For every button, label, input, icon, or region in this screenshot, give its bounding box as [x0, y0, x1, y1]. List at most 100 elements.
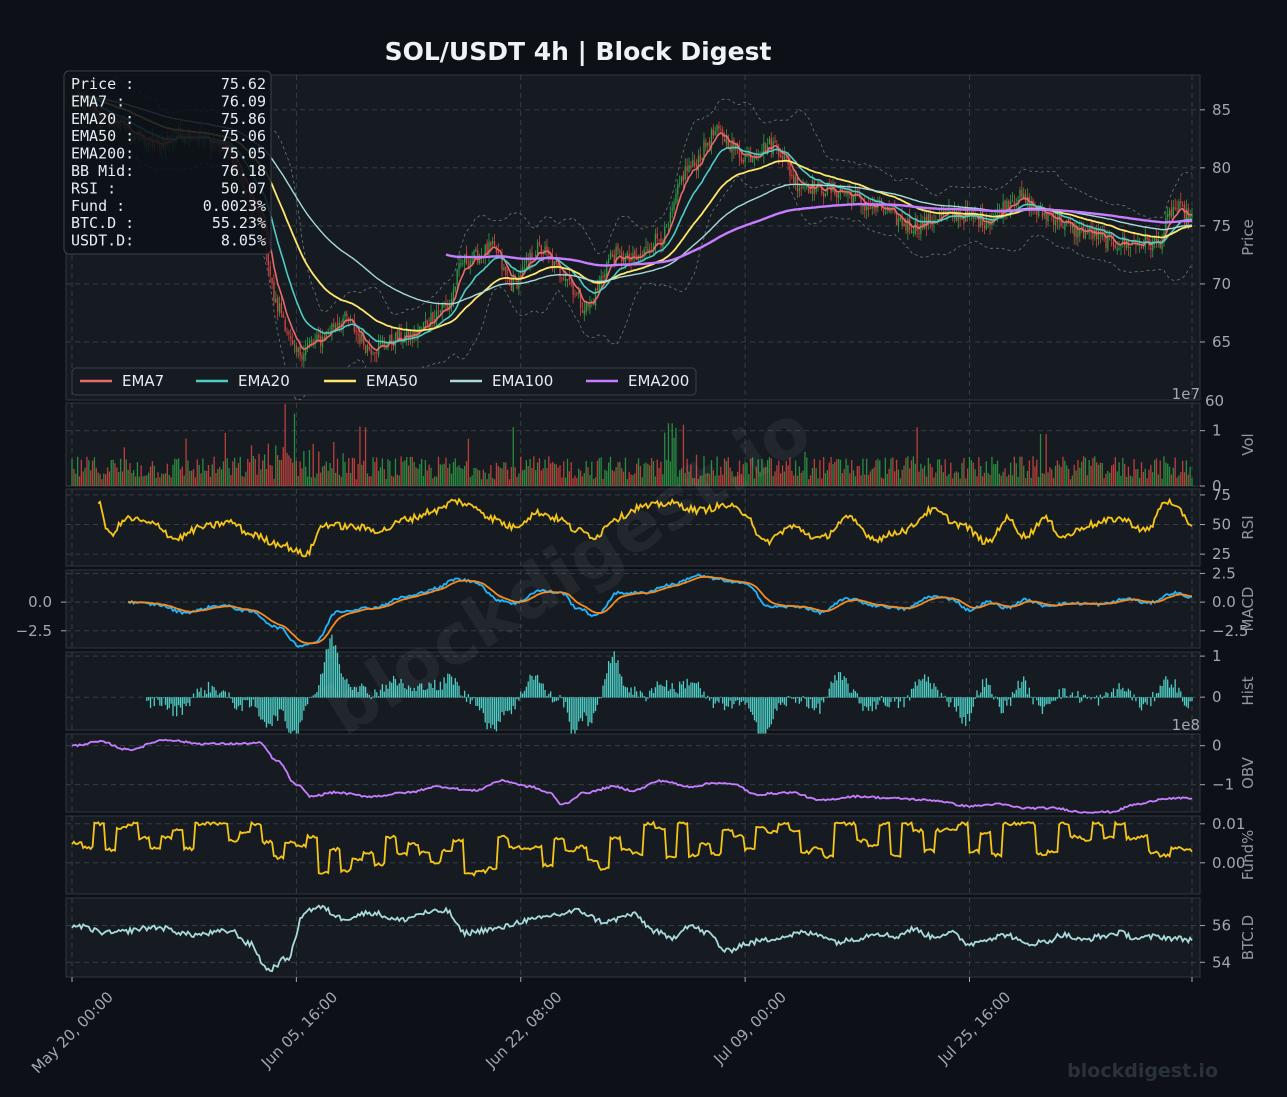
candle-body: [458, 263, 460, 270]
candle-body: [931, 223, 933, 225]
candle-body: [697, 156, 700, 172]
hist-bar: [273, 697, 275, 716]
hist-bar: [794, 697, 797, 703]
volume-bar: [798, 466, 800, 486]
volume-bar: [1140, 462, 1143, 486]
volume-bar: [981, 476, 984, 486]
hist-bar: [1077, 690, 1079, 698]
hist-bar: [821, 697, 823, 701]
hist-bar: [817, 697, 819, 704]
volume-bar: [404, 460, 406, 486]
hist-bar: [146, 697, 148, 701]
volume-bar: [621, 468, 623, 486]
volume-bar: [1052, 478, 1055, 486]
panel-frame-btcd: [65, 897, 1201, 978]
volume-bar: [256, 474, 258, 486]
hist-bar: [1174, 679, 1176, 698]
volume-bar: [826, 470, 829, 486]
volume-bar: [407, 465, 410, 486]
hist-bar: [1122, 687, 1124, 698]
funding-line: [71, 820, 1193, 878]
hist-bar: [929, 683, 931, 698]
hist-bar: [484, 697, 486, 723]
hist-bar: [845, 677, 847, 698]
volume-bar: [890, 458, 892, 486]
volume-bar: [295, 460, 298, 486]
hist-bar: [1041, 697, 1044, 715]
volume-bar: [974, 469, 976, 486]
candle-body: [331, 323, 333, 334]
volume-bar: [327, 470, 329, 486]
hist-bar: [1137, 697, 1139, 698]
hist-bar: [1165, 676, 1167, 698]
candle-body: [1090, 227, 1092, 232]
volume-bar: [482, 469, 485, 486]
volume-bar: [546, 468, 548, 486]
hist-bar: [991, 693, 993, 698]
candle-body: [1030, 201, 1032, 210]
hist-bar: [858, 697, 860, 704]
hist-bar: [1112, 688, 1115, 698]
hist-bar: [228, 692, 230, 698]
hist-bar: [1159, 685, 1161, 698]
ema200-line: [445, 202, 1193, 267]
volume-bar: [901, 469, 903, 486]
hist-bar: [727, 697, 729, 707]
candle-body: [462, 263, 464, 265]
volume-bar: [1172, 467, 1174, 486]
candle-body: [443, 305, 445, 307]
candle-body: [1000, 211, 1002, 218]
volume-bar: [828, 462, 830, 486]
hist-bar: [1170, 684, 1173, 698]
hist-bar: [531, 675, 533, 698]
hist-bar: [654, 687, 657, 698]
hist-bar: [1000, 697, 1002, 714]
hist-bar: [286, 697, 288, 729]
hist-bar: [308, 697, 311, 698]
hist-bar: [959, 697, 961, 718]
hist-bar: [987, 684, 989, 698]
hist-bar: [1146, 697, 1148, 705]
volume-bar: [78, 476, 81, 486]
hist-bar: [944, 695, 946, 698]
hist-bar: [942, 696, 944, 698]
volume-bar: [191, 470, 193, 486]
hist-bar: [1161, 686, 1163, 698]
hist-bar: [974, 697, 976, 700]
volume-bar: [641, 477, 643, 486]
hist-bar: [649, 690, 651, 698]
volume-bar: [419, 464, 421, 486]
hist-bar: [454, 678, 456, 698]
volume-bar: [787, 465, 789, 486]
hist-bar: [220, 691, 223, 698]
volume-bar: [142, 476, 144, 486]
volume-bar: [93, 457, 96, 486]
hist-bar: [890, 697, 892, 703]
hist-bar: [1069, 695, 1072, 698]
volume-bar: [922, 468, 924, 486]
candle-body: [525, 257, 528, 263]
candle-body: [1135, 240, 1137, 245]
candle-body: [1107, 234, 1109, 250]
volume-bar: [477, 469, 479, 486]
volume-bar: [796, 475, 799, 486]
hist-bar: [695, 683, 698, 698]
volume-bar: [980, 465, 982, 486]
hist-bar: [1153, 697, 1156, 702]
hist-bar: [280, 697, 283, 710]
candle-body: [415, 331, 417, 337]
hist-bar: [905, 697, 907, 699]
hist-bar: [419, 683, 421, 698]
volume-bar: [97, 472, 99, 486]
volume-bar: [507, 469, 509, 486]
volume-bar: [321, 466, 324, 486]
candle-body: [1140, 246, 1143, 248]
volume-bar: [1088, 459, 1090, 486]
volume-bar: [250, 445, 253, 486]
volume-bar: [179, 469, 182, 486]
volume-bar: [183, 475, 185, 486]
candle-body: [649, 249, 651, 252]
candle-body: [1153, 237, 1156, 241]
hist-bar: [628, 692, 630, 698]
